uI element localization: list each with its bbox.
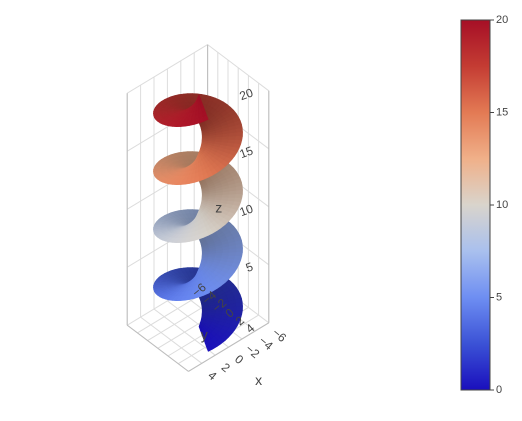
surface-patch	[222, 137, 229, 140]
surface-patch	[236, 132, 243, 136]
x-tick-label: 0	[232, 352, 246, 367]
colorbar-scale	[461, 20, 490, 390]
z-tick-label: 5	[244, 259, 255, 275]
z-tick-label: 10	[238, 201, 256, 219]
x-axis-title: x	[255, 372, 262, 388]
surface-patch	[229, 195, 236, 199]
surface-patch	[215, 195, 222, 198]
axis-frame-edge	[127, 325, 188, 371]
surface-patch	[236, 306, 243, 310]
colorbar: 0 5 10 15 20	[461, 14, 508, 396]
surface-patch	[229, 249, 236, 253]
surface-patch	[235, 252, 242, 256]
surface-patch	[215, 253, 222, 256]
surface-patch	[236, 248, 243, 252]
x-tick-label: 4	[205, 368, 219, 383]
colorbar-tick-label: 10	[496, 199, 508, 211]
z-axis-title: z	[215, 200, 222, 216]
surface-patch	[235, 136, 242, 140]
y-tick-label: 4	[243, 321, 257, 336]
z-tick-label: 15	[238, 143, 256, 161]
surface-patch	[235, 194, 242, 198]
surface-patch	[215, 137, 222, 140]
surface-patch	[222, 253, 229, 256]
surface-patch	[229, 191, 236, 195]
surface-patch	[229, 253, 236, 257]
surface-patch	[229, 133, 236, 137]
surface-patch	[229, 137, 236, 141]
colorbar-tick-label: 0	[496, 384, 502, 396]
colorbar-tick-label: 5	[496, 291, 502, 303]
y-axis-title: y	[201, 326, 208, 342]
colorbar-tick-label: 20	[496, 14, 508, 26]
z-tick-label: 20	[238, 85, 256, 103]
colorbar-tick-label: 15	[496, 106, 508, 118]
surface-patch	[236, 190, 243, 194]
x-tick-label: 2	[219, 360, 233, 375]
surface-patch	[222, 195, 229, 198]
